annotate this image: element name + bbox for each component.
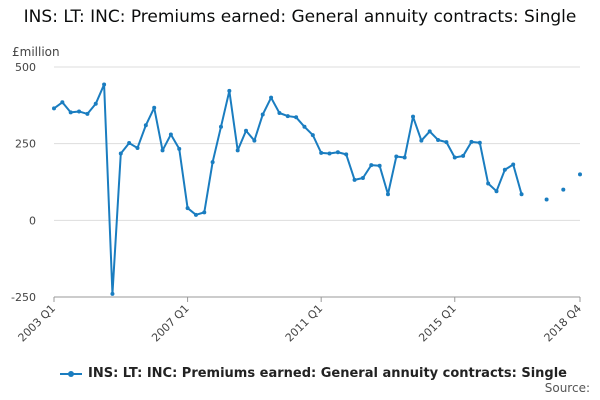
data-point[interactable]	[93, 101, 98, 106]
x-tick-label: 2007 Q1	[149, 302, 192, 345]
series-group	[52, 82, 582, 296]
chart-title: INS: LT: INC: Premiums earned: General a…	[23, 7, 577, 27]
data-point[interactable]	[252, 138, 257, 143]
legend[interactable]: INS: LT: INC: Premiums earned: General a…	[60, 366, 600, 381]
data-point[interactable]	[519, 192, 524, 197]
data-point[interactable]	[486, 181, 491, 186]
data-point[interactable]	[369, 163, 374, 168]
y-tick-label: -250	[11, 291, 36, 304]
x-tick-label: 2003 Q1	[16, 302, 59, 345]
data-point[interactable]	[269, 95, 274, 100]
data-point[interactable]	[427, 129, 432, 134]
data-point[interactable]	[202, 210, 207, 215]
data-point[interactable]	[177, 146, 182, 151]
data-point[interactable]	[444, 140, 449, 145]
data-point[interactable]	[502, 167, 507, 172]
data-point[interactable]	[285, 114, 290, 119]
data-point[interactable]	[277, 111, 282, 115]
data-point[interactable]	[377, 163, 382, 168]
data-point[interactable]	[260, 112, 265, 117]
y-tick-label: 500	[15, 61, 36, 74]
legend-label: INS: LT: INC: Premiums earned: General a…	[88, 366, 567, 381]
data-point[interactable]	[327, 151, 332, 156]
data-point[interactable]	[335, 150, 340, 155]
data-point[interactable]	[352, 177, 357, 182]
data-point[interactable]	[110, 291, 115, 296]
data-point[interactable]	[193, 212, 198, 217]
data-point[interactable]	[360, 176, 365, 181]
data-point[interactable]	[436, 137, 441, 142]
data-point[interactable]	[294, 115, 299, 120]
data-point[interactable]	[68, 110, 73, 115]
data-point[interactable]	[452, 155, 457, 160]
data-point[interactable]	[135, 145, 140, 150]
data-point[interactable]	[160, 148, 165, 153]
source-label: Source:	[544, 381, 590, 395]
data-point[interactable]	[310, 133, 315, 138]
x-tick-label: 2015 Q1	[416, 302, 459, 345]
data-point[interactable]	[511, 162, 516, 167]
data-point[interactable]	[419, 138, 424, 143]
data-point[interactable]	[477, 140, 482, 145]
y-axis-unit-label: £million	[12, 45, 60, 59]
data-point[interactable]	[85, 111, 90, 116]
data-point[interactable]	[544, 197, 549, 202]
data-point[interactable]	[344, 152, 349, 157]
data-point[interactable]	[578, 172, 582, 177]
data-point[interactable]	[385, 192, 390, 197]
data-point[interactable]	[143, 123, 148, 128]
data-point[interactable]	[461, 153, 466, 158]
y-axis-ticks: 500 250 0 -250	[11, 61, 36, 304]
x-tick-label: 2018 Q4	[542, 302, 585, 345]
data-point[interactable]	[411, 114, 416, 119]
y-tick-label: 0	[29, 214, 36, 227]
data-point[interactable]	[319, 150, 324, 155]
data-point[interactable]	[127, 141, 132, 146]
data-point[interactable]	[402, 155, 407, 160]
data-point[interactable]	[394, 154, 399, 159]
data-point[interactable]	[227, 88, 232, 93]
data-point[interactable]	[210, 160, 215, 165]
data-point[interactable]	[152, 105, 157, 110]
data-point[interactable]	[185, 206, 190, 211]
data-point[interactable]	[102, 82, 107, 87]
data-point[interactable]	[494, 189, 499, 194]
data-point[interactable]	[168, 132, 173, 137]
data-point[interactable]	[52, 106, 56, 111]
data-point[interactable]	[235, 148, 240, 153]
data-point[interactable]	[469, 139, 474, 144]
data-point[interactable]	[244, 128, 249, 133]
x-tick-label: 2011 Q1	[283, 302, 326, 345]
data-point[interactable]	[118, 151, 123, 156]
y-tick-label: 250	[15, 138, 36, 151]
data-point[interactable]	[77, 109, 82, 114]
legend-swatch-icon	[60, 368, 82, 380]
x-axis-ticks: 2003 Q1 2007 Q1 2011 Q1 2015 Q1 2018 Q4	[16, 297, 585, 345]
data-point[interactable]	[561, 187, 566, 192]
data-point[interactable]	[302, 124, 307, 129]
data-point[interactable]	[60, 100, 65, 105]
data-point[interactable]	[218, 124, 223, 129]
